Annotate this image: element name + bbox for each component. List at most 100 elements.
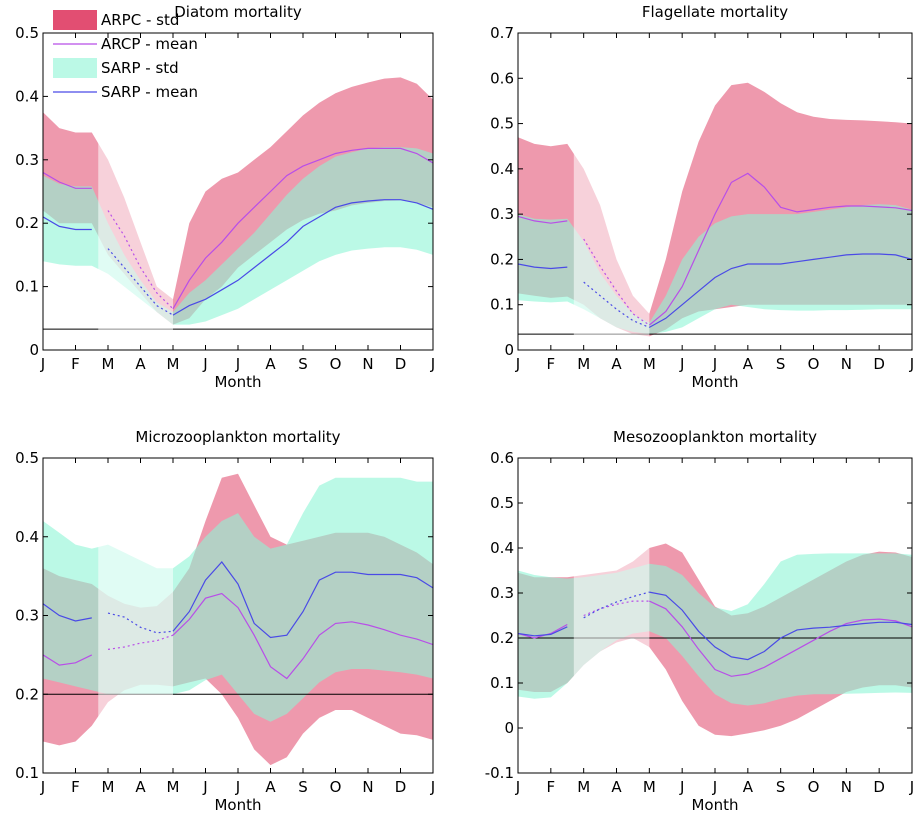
shaded-period — [573, 33, 650, 350]
x-tick-label: A — [743, 355, 754, 373]
x-tick-label: S — [776, 355, 786, 373]
legend-label: SARP - std — [101, 59, 179, 77]
arcp-mean-line — [43, 171, 92, 189]
y-tick-label: 0 — [29, 341, 39, 359]
x-tick-label: S — [298, 778, 308, 796]
arcp-mean-line — [518, 623, 568, 639]
x-tick-label: J — [712, 355, 717, 373]
x-tick-label: J — [235, 355, 240, 373]
sarp-mean-line — [518, 626, 568, 637]
y-tick-label: 0.2 — [490, 629, 514, 647]
legend-swatch — [53, 58, 97, 78]
arcp-mean-line-dotted — [583, 600, 650, 617]
x-axis-label: Month — [691, 796, 738, 814]
x-tick-label: J — [679, 778, 684, 796]
y-tick-label: 0.2 — [15, 214, 39, 232]
shaded-period — [573, 458, 650, 773]
x-tick-label: F — [547, 778, 556, 796]
y-tick-label: 0.1 — [15, 764, 39, 782]
y-tick-label: 0.2 — [490, 250, 514, 268]
x-tick-label: D — [395, 778, 407, 796]
y-tick-label: 0.4 — [490, 160, 514, 178]
x-tick-label: J — [430, 778, 435, 796]
plot-area — [43, 458, 433, 773]
sarp-mean-line — [172, 561, 433, 639]
y-tick-label: 0.2 — [15, 685, 39, 703]
sarp-mean-line — [172, 199, 433, 316]
x-tick-label: O — [808, 778, 820, 796]
panel-title: Microzooplankton mortality — [135, 428, 340, 446]
arcp-mean-line — [518, 215, 568, 224]
x-tick-label: D — [873, 778, 885, 796]
x-tick-label: A — [265, 778, 276, 796]
panel-3: 0.10.20.30.40.5J F M A M J J A S O N D JMonthMicrozo… — [15, 428, 435, 814]
panel-2: 00.10.20.30.40.50.60.7J F M A M J J A S O N D JMonth… — [490, 3, 914, 391]
x-tick-label: J — [235, 778, 240, 796]
shaded-period — [98, 458, 173, 773]
panel-1: 00.10.20.30.40.5J F M A M J J A S O N D JMonthDiatom… — [15, 3, 435, 391]
sarp-mean-line-dotted — [583, 591, 650, 619]
sarp-mean-line — [649, 253, 912, 328]
sarp-mean-line-dotted — [107, 248, 174, 316]
arcp-mean-line-dotted — [583, 238, 650, 326]
x-tick-label: A — [743, 778, 754, 796]
x-tick-label: M — [577, 778, 590, 796]
y-tick-label: -0.1 — [485, 764, 514, 782]
x-tick-label: J — [430, 355, 435, 373]
arcp-mean-line-dotted — [107, 210, 174, 310]
y-tick-label: 0.5 — [15, 449, 39, 467]
x-tick-label: O — [330, 355, 342, 373]
y-tick-label: 0.5 — [15, 24, 39, 42]
legend-label: SARP - mean — [101, 83, 198, 101]
y-tick-label: 0.4 — [15, 87, 39, 105]
x-tick-label: J — [909, 778, 914, 796]
plot-area — [43, 33, 433, 350]
panel-4: -0.100.10.20.30.40.50.6J F M A M J J A S O N D JMont… — [485, 428, 915, 814]
x-tick-label: N — [362, 355, 373, 373]
x-tick-label: J — [515, 778, 520, 796]
arcp-mean-line-dotted — [107, 634, 174, 650]
arcp-mean-line — [172, 147, 433, 310]
y-tick-label: 0 — [504, 719, 514, 737]
y-tick-label: 0.5 — [490, 115, 514, 133]
x-tick-label: D — [873, 355, 885, 373]
arcp-mean-line — [648, 172, 912, 326]
x-tick-label: J — [202, 355, 207, 373]
x-axis-label: Month — [214, 373, 261, 391]
legend-swatch — [53, 10, 97, 30]
x-tick-label: S — [298, 355, 308, 373]
x-tick-label: O — [808, 355, 820, 373]
y-tick-label: 0.1 — [490, 296, 514, 314]
x-tick-label: D — [395, 355, 407, 373]
panel-title: Mesozooplankton mortality — [613, 428, 817, 446]
arcp-mean-line — [649, 600, 912, 677]
y-tick-label: 0.6 — [490, 449, 514, 467]
x-tick-label: M — [102, 355, 115, 373]
x-tick-label: M — [577, 355, 590, 373]
plot-area — [518, 33, 912, 350]
x-tick-label: A — [135, 778, 146, 796]
x-axis-label: Month — [214, 796, 261, 814]
x-tick-label: M — [167, 355, 180, 373]
x-tick-label: J — [679, 355, 684, 373]
y-tick-label: 0.4 — [490, 539, 514, 557]
x-tick-label: N — [362, 778, 373, 796]
y-tick-label: 0.3 — [15, 151, 39, 169]
x-axis-label: Month — [691, 373, 738, 391]
y-tick-label: 0.3 — [15, 607, 39, 625]
legend-label: ARPC - std — [101, 11, 179, 29]
plot-area — [518, 458, 912, 773]
arcp-mean-line — [172, 592, 433, 680]
sarp-std-band — [43, 147, 433, 325]
x-tick-label: F — [547, 355, 556, 373]
sarp-mean-line — [649, 591, 912, 661]
y-tick-label: 0.1 — [490, 674, 514, 692]
x-tick-label: N — [841, 355, 852, 373]
y-tick-label: 0.3 — [490, 205, 514, 223]
x-tick-label: J — [515, 355, 520, 373]
x-tick-label: M — [102, 778, 115, 796]
sarp-mean-line — [43, 603, 92, 622]
sarp-mean-line-dotted — [107, 612, 174, 634]
x-tick-label: M — [643, 355, 656, 373]
